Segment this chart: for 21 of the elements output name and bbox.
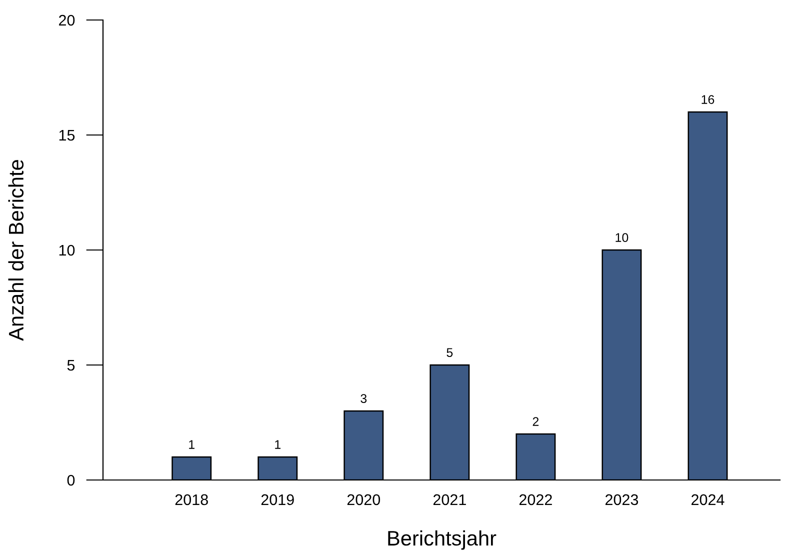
data-label: 16 bbox=[702, 95, 714, 104]
y-tick-label: 10 bbox=[59, 244, 75, 256]
data-label: 5 bbox=[446, 348, 453, 357]
x-tick-label: 2022 bbox=[519, 494, 552, 506]
data-label: 1 bbox=[189, 440, 194, 449]
x-axis-title: Berichtsjahr bbox=[388, 530, 496, 550]
data-label: 3 bbox=[360, 394, 367, 403]
y-tick-label: 0 bbox=[67, 474, 75, 486]
x-tick-label: 2021 bbox=[433, 494, 466, 506]
data-label: 1 bbox=[275, 440, 280, 449]
y-tick-label: 5 bbox=[67, 360, 75, 371]
y-tick-label: 15 bbox=[59, 130, 75, 141]
data-label: 10 bbox=[616, 233, 628, 242]
x-tick-label: 2020 bbox=[347, 494, 380, 506]
x-tick-label: 2019 bbox=[261, 494, 294, 506]
x-tick-label: 2024 bbox=[692, 494, 724, 506]
x-tick-label: 2023 bbox=[605, 494, 638, 506]
data-label: 2 bbox=[532, 417, 539, 426]
y-tick-label: 20 bbox=[59, 14, 75, 26]
x-tick-label: 2018 bbox=[175, 494, 208, 506]
y-axis-title: Anzahl der Berichte bbox=[8, 160, 24, 341]
